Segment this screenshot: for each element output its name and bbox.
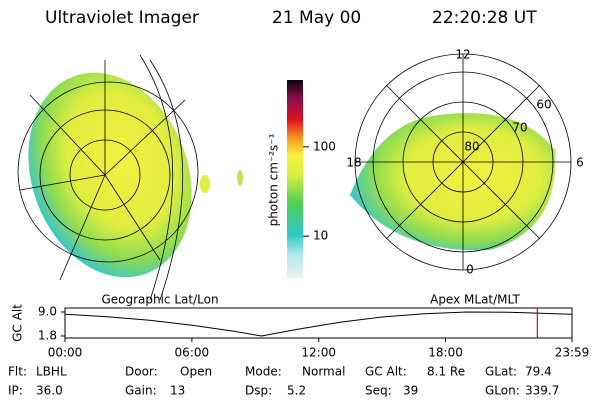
field-value: 36.0 [36,384,63,398]
field-value: 8.1 Re [427,365,465,379]
time: 22:20:28 UT [432,8,537,28]
colorbar [287,80,303,278]
field-value: 39 [403,384,418,398]
field-label: GLat: [485,365,517,379]
colorbar-tick-label: 10 [313,229,328,243]
hour-label: 12 [455,48,470,62]
dynamic-layer: 10 100 9.0 1.8 00:00 06:00 12:00 18:00 23:59 Flt:… [8,139,589,397]
field-value: 5.2 [287,384,306,398]
x-tick-label: 18:00 [428,346,463,360]
field-value: Normal [302,365,345,379]
date: 21 May 00 [272,8,361,28]
field-label: GC Alt: [365,365,407,379]
geographic-map [17,54,243,301]
field-value: 339.7 [525,384,559,398]
left-map-label: Geographic Lat/Lon [101,293,218,307]
altitude-ylabel: GC Alt [11,304,25,342]
field-label: Flt: [8,365,27,379]
field-label: Door: [125,365,158,379]
x-tick-label: 00:00 [48,346,83,360]
right-map-label: Apex MLat/MLT [430,293,520,307]
hour-label: 0 [466,263,474,277]
x-tick-label: 12:00 [301,346,336,360]
field-label: GLon: [485,384,520,398]
lat-label: 70 [512,121,527,135]
hour-label: 6 [576,156,584,170]
field-value: Open [180,365,212,379]
field-label: IP: [8,384,23,398]
field-label: Seq: [365,384,392,398]
field-label: Dsp: [245,384,272,398]
x-tick-label: 06:00 [175,346,210,360]
hour-label: 18 [346,156,361,170]
colorbar-label: photon cm⁻²s⁻¹ [267,133,281,226]
polar-map [350,53,572,271]
x-tick-label: 23:59 [555,346,590,360]
field-label: Gain: [125,384,157,398]
field-value: LBHL [36,365,67,379]
field-label: Mode: [245,365,282,379]
y-tick-label: 9.0 [38,305,57,319]
y-tick-label: 1.8 [38,329,57,343]
field-value: 79.4 [525,365,552,379]
title: Ultraviolet Imager [45,8,199,28]
lat-label: 60 [536,98,551,112]
field-value: 13 [170,384,185,398]
colorbar-tick-label: 100 [313,139,336,153]
altitude-line [64,311,573,337]
lat-label: 80 [464,140,479,154]
